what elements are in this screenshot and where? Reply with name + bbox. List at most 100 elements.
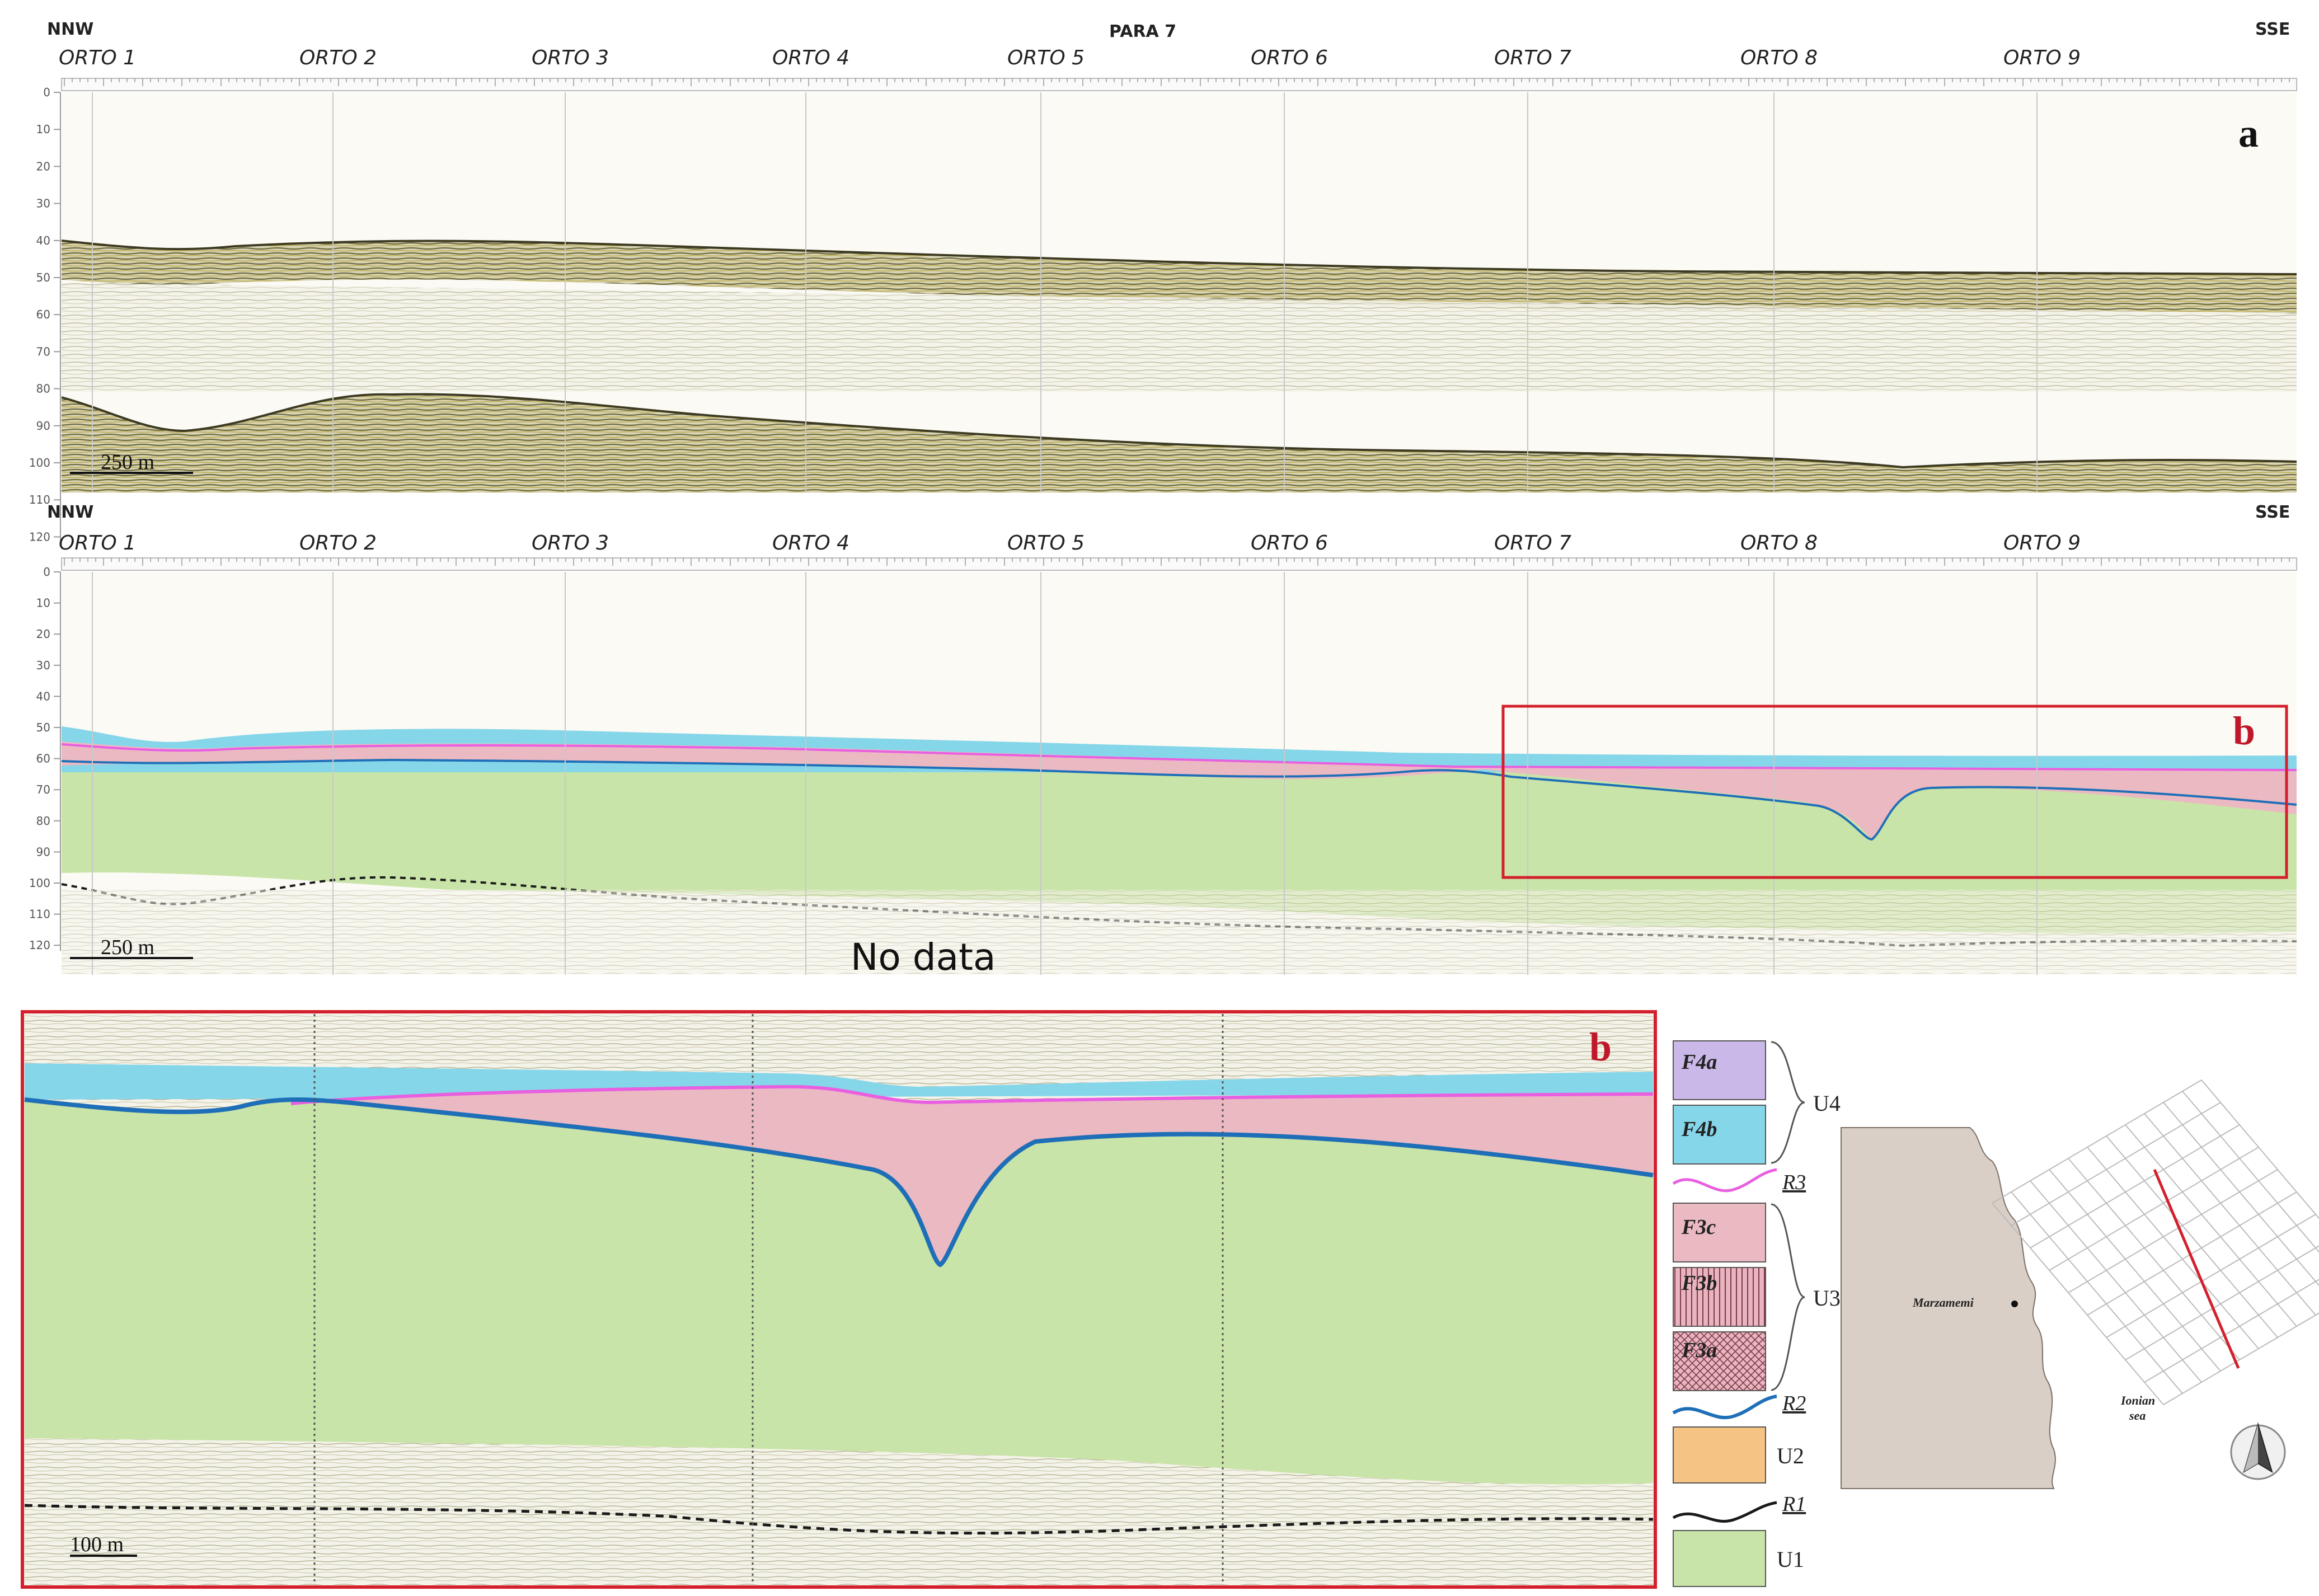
depth-tick-label: 40 [36,689,50,703]
horizon-r3 [61,743,2297,771]
scale-label-b: 100 m [70,1533,124,1556]
grid-line [2087,1191,2297,1316]
panel-interp-header: NNW SSE [47,503,2290,522]
grid-line [2030,1180,2202,1383]
grid-line [2011,1191,2183,1394]
depth-tick-label: 60 [36,308,50,321]
north-arrow-icon [2230,1422,2286,1480]
scale-label-a: 250 m [101,450,154,474]
profile-title: PARA 7 [1109,22,1176,41]
depth-tick-label: 20 [36,627,50,641]
panel-label-b: b [1589,1025,1612,1069]
grid-line [1992,1203,2164,1405]
grid-line [2144,1113,2316,1316]
zoom-horizon-r3 [290,1085,1654,1105]
crossing-label: ORTO 2 [299,532,377,555]
depth-axis-interp: 0 10 20 30 40 50 60 70 80 90 100 110 120 [29,565,61,952]
depth-tick-label: 10 [36,597,50,610]
depth-tick-label: 30 [36,197,50,210]
crossing-label: ORTO 7 [1494,46,1571,69]
legend-swatch-f4b [1673,1105,1766,1165]
crossing-label: ORTO 9 [2003,46,2081,69]
horizon-r2 [61,758,2297,841]
grid-line [2106,1135,2278,1338]
crossing-label: ORTO 5 [1007,46,1085,69]
grid-line [2125,1124,2297,1327]
crossing-lines-interp [92,572,2038,975]
panel-label-a: a [2238,111,2259,156]
grid-line [2201,1079,2319,1219]
grid-line [2144,1279,2319,1383]
panel-a-header: NNW PARA 7 SSE [47,20,2290,41]
legend-label-f3a: F3a [1681,1339,1717,1362]
map-sea-label-1: Ionian [2120,1393,2155,1407]
grid-line [2087,1147,2259,1349]
crossing-label: ORTO 1 [59,46,136,69]
no-data-label: No data [851,936,996,979]
location-map: Marzamemi Ionian sea [1841,1079,2319,1489]
legend-swatch-u1 [1673,1530,1766,1587]
seismic-base-interp [62,890,2297,974]
zoom-horizon-r2 [24,1097,1654,1268]
legend-line-r1 [1672,1501,1777,1523]
grid-line [2106,1214,2316,1338]
depth-tick-label: 50 [36,271,50,284]
depth-tick-label: 0 [43,565,50,579]
legend-label-f4a: F4a [1681,1050,1717,1074]
crossing-label: ORTO 4 [772,46,849,69]
deep-line-a [61,393,2297,469]
zoom-unit-f4b [25,1063,1653,1100]
crossing-label: ORTO 4 [772,532,849,555]
direction-left-2: NNW [47,503,93,522]
map-sea-label-2: sea [2129,1409,2146,1423]
depth-tick-label: 0 [43,86,50,99]
legend-label-u4: U4 [1813,1091,1841,1116]
crossing-labels-a: ORTO 1 ORTO 2 ORTO 3 ORTO 4 ORTO 5 ORTO 6 ORTO… [59,46,2081,69]
legend-brace-u4 [1771,1041,1805,1164]
depth-tick-label: 70 [36,783,50,796]
unit-f3c-fill [62,741,2297,839]
grid-line [2049,1147,2259,1271]
zoom-highlight-box [1501,705,2288,879]
legend-label-u1: U1 [1777,1547,1804,1572]
grid-line [2049,1169,2221,1372]
map-land [1841,1127,2056,1489]
deep-reflector-a [62,394,2297,492]
subbottom-band-a [62,283,2297,392]
depth-tick-label: 60 [36,752,50,766]
zoom-horizon-r1 [24,1504,1654,1535]
legend-swatch-f3a [1673,1331,1766,1391]
depth-tick-label: 10 [36,123,50,136]
legend-swatch-f3c [1673,1203,1766,1262]
depth-tick-label: 40 [36,234,50,247]
crossing-label: ORTO 3 [532,532,609,555]
zoom-panel-content [24,1014,1654,1585]
depth-tick-label: 120 [29,938,50,952]
direction-right-2: SSE [2255,503,2290,522]
map-town-label: Marzamemi [1912,1295,1974,1309]
grid-line [2163,1312,2319,1405]
map-profile-line [2153,1169,2240,1369]
depth-tick-label: 90 [36,419,50,433]
legend-swatch-f3b [1673,1267,1766,1327]
depth-tick-label: 100 [29,876,50,890]
crossing-label: ORTO 6 [1251,532,1328,555]
grid-line [2068,1158,2240,1360]
legend-swatch-f4a [1673,1040,1766,1100]
legend-label-r3: R3 [1782,1171,1806,1194]
crossing-labels-interp: ORTO 1 ORTO 2 ORTO 3 ORTO 4 ORTO 5 ORTO 6 ORTO… [59,532,2081,555]
seabed-line-a [61,240,2297,275]
depth-axis-a: 0 10 20 30 40 50 60 70 80 90 100 110 120 [29,86,61,543]
legend-label-u2: U2 [1777,1443,1804,1468]
depth-tick-label: 80 [36,814,50,828]
crossing-label: ORTO 8 [1740,532,1818,555]
legend-label-r2: R2 [1782,1392,1806,1415]
depth-tick-label: 110 [29,908,50,921]
crossing-lines-a [92,92,2038,492]
grid-line [2011,1102,2221,1226]
legend-line-r2 [1672,1395,1777,1420]
ruler-a [61,78,2297,91]
crossing-label: ORTO 1 [59,532,136,555]
scale-label-interp: 250 m [101,936,154,959]
